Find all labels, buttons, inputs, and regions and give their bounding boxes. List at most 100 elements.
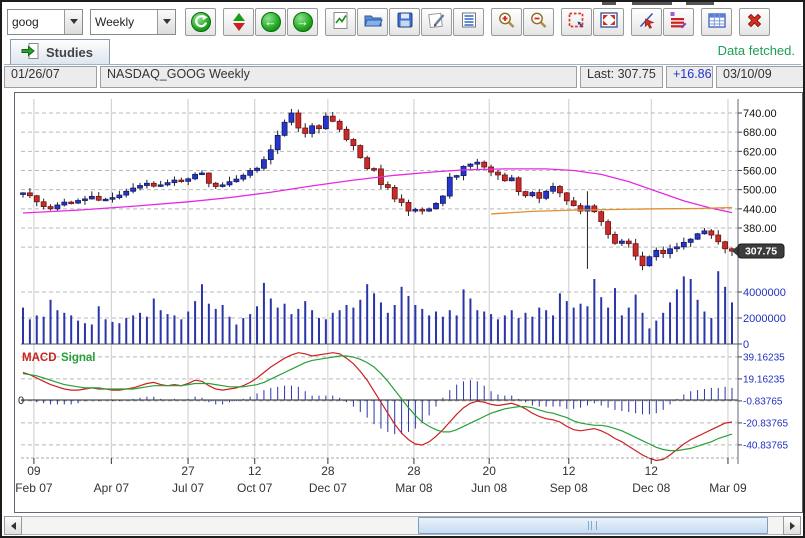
- candle: [530, 193, 535, 196]
- svg-text:307.75: 307.75: [745, 246, 777, 258]
- symbol-combo: [7, 9, 83, 35]
- candle: [103, 199, 108, 201]
- svg-text:Signal: Signal: [61, 352, 96, 364]
- candle: [482, 162, 487, 167]
- arrow-right-icon: →: [293, 12, 313, 32]
- candle: [399, 199, 404, 203]
- scrollbar-track[interactable]: [22, 516, 783, 535]
- volume-axis: 400000020000000: [738, 287, 786, 351]
- data-table-button[interactable]: [701, 8, 732, 36]
- nav-forward-button[interactable]: →: [287, 8, 318, 36]
- volume-series: [22, 271, 733, 344]
- indicator-labels: MACDSignal0: [18, 352, 96, 407]
- sma-long-line: [23, 169, 732, 213]
- candle: [34, 196, 39, 202]
- tab-studies[interactable]: Studies: [10, 39, 110, 64]
- svg-text:740.00: 740.00: [743, 108, 777, 120]
- chevron-down-icon: [70, 19, 78, 24]
- clipped-window-text: [602, 2, 722, 5]
- candle: [89, 196, 94, 199]
- chart-start-date: 01/26/07: [4, 66, 97, 88]
- price-axis: 740.00680.00620.00560.00500.00440.00380.…: [738, 108, 777, 235]
- symbol-dropdown-button[interactable]: [64, 10, 82, 34]
- candle: [220, 185, 225, 187]
- period-input[interactable]: [91, 10, 157, 34]
- candle: [351, 140, 356, 146]
- close-x-icon: [745, 11, 764, 33]
- candle: [282, 122, 287, 135]
- period-dropdown-button[interactable]: [157, 10, 175, 34]
- candle: [681, 242, 686, 246]
- scroll-right-button[interactable]: [783, 516, 801, 535]
- macd-axis: 39.1623519.16235-0.83765-20.83765-40.837…: [738, 352, 788, 451]
- annotate-button[interactable]: [421, 8, 452, 36]
- chart-area[interactable]: 740.00680.00620.00560.00500.00440.00380.…: [14, 92, 803, 513]
- svg-text:09: 09: [27, 464, 41, 478]
- scroll-left-button[interactable]: [4, 516, 22, 535]
- candle: [248, 171, 253, 176]
- candle: [131, 188, 136, 191]
- svg-text:Sep 08: Sep 08: [550, 481, 588, 495]
- symbol-input[interactable]: [8, 10, 64, 34]
- candle: [468, 164, 473, 166]
- indicator-lines-button[interactable]: [663, 8, 694, 36]
- candle: [557, 186, 562, 192]
- candle: [647, 257, 652, 266]
- svg-text:Apr 07: Apr 07: [94, 481, 130, 495]
- candle: [62, 202, 67, 205]
- zoom-region-button[interactable]: [561, 8, 592, 36]
- candle: [138, 186, 143, 189]
- candle: [551, 186, 556, 191]
- candle: [537, 193, 542, 199]
- refresh-button[interactable]: [185, 8, 216, 36]
- candle: [702, 231, 707, 234]
- candle: [82, 199, 87, 201]
- horizontal-scrollbar[interactable]: [4, 516, 801, 535]
- candle: [668, 249, 673, 254]
- nav-back-button[interactable]: ←: [255, 8, 286, 36]
- candle: [372, 169, 377, 171]
- candle: [296, 113, 301, 128]
- new-chart-button[interactable]: [325, 8, 356, 36]
- candle: [337, 121, 342, 129]
- svg-text:0: 0: [18, 395, 24, 407]
- candle: [392, 187, 397, 199]
- svg-text:500.00: 500.00: [743, 185, 777, 197]
- candle: [241, 175, 246, 179]
- stock-chart[interactable]: 740.00680.00620.00560.00500.00440.00380.…: [15, 93, 802, 512]
- zoom-in-icon: [497, 11, 516, 33]
- grid: [21, 99, 738, 464]
- macd-line: [23, 353, 732, 461]
- candle: [674, 247, 679, 249]
- candle: [406, 202, 411, 211]
- signal-line: [23, 356, 732, 451]
- candle: [110, 198, 115, 200]
- candle: [633, 244, 638, 256]
- open-button[interactable]: [357, 8, 388, 36]
- svg-text:28: 28: [407, 464, 421, 478]
- save-button[interactable]: [389, 8, 420, 36]
- zoom-in-button[interactable]: [491, 8, 522, 36]
- candle: [27, 193, 32, 196]
- candle: [365, 158, 370, 169]
- fit-chart-button[interactable]: [593, 8, 624, 36]
- chart-end-date: 03/10/09: [716, 66, 805, 88]
- scrollbar-thumb[interactable]: [418, 517, 768, 534]
- zoom-out-button[interactable]: [523, 8, 554, 36]
- trendline-button[interactable]: [631, 8, 662, 36]
- svg-text:12: 12: [645, 464, 659, 478]
- candle: [509, 178, 514, 181]
- remove-studies-button[interactable]: [739, 8, 770, 36]
- candle: [427, 209, 432, 211]
- save-icon: [396, 11, 414, 32]
- svg-text:4000000: 4000000: [743, 287, 786, 299]
- candle: [193, 174, 198, 178]
- candle: [268, 150, 273, 160]
- svg-text:20: 20: [483, 464, 497, 478]
- quote-list-button[interactable]: [453, 8, 484, 36]
- svg-text:-20.83765: -20.83765: [743, 418, 788, 429]
- tab-strip: Studies Data fetched.: [4, 39, 801, 65]
- candle: [316, 126, 321, 129]
- zoom-out-icon: [529, 11, 548, 33]
- up-down-arrows-button[interactable]: [223, 8, 254, 36]
